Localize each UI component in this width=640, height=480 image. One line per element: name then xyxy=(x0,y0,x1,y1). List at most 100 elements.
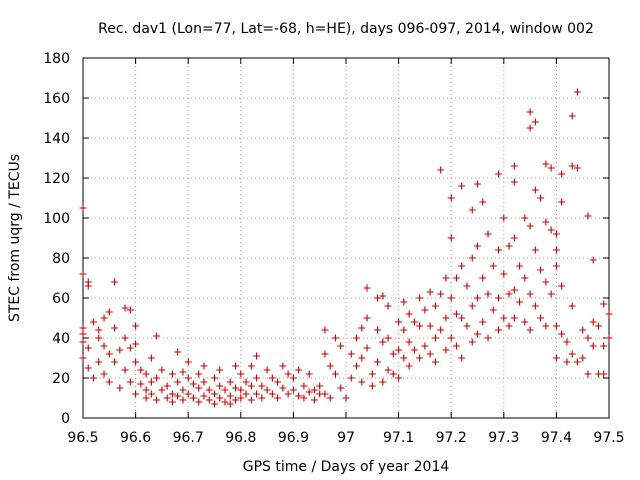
data-point xyxy=(105,378,113,386)
data-point xyxy=(531,302,539,310)
data-point xyxy=(552,230,560,238)
data-point xyxy=(558,330,566,338)
data-point xyxy=(211,390,218,398)
data-point xyxy=(600,342,608,350)
data-point xyxy=(205,396,213,404)
data-point xyxy=(310,396,318,404)
data-point xyxy=(258,394,266,402)
x-tick-label: 96.9 xyxy=(278,430,309,446)
y-tick-label: 180 xyxy=(43,51,70,67)
data-point xyxy=(179,396,187,404)
data-point xyxy=(247,396,255,404)
data-point xyxy=(426,322,434,330)
data-point xyxy=(84,344,92,352)
data-point xyxy=(258,382,266,390)
data-point xyxy=(547,164,555,172)
data-point xyxy=(521,214,529,222)
data-point xyxy=(468,302,476,310)
data-point xyxy=(300,382,308,390)
data-point xyxy=(321,350,329,358)
data-point xyxy=(526,108,534,116)
data-point xyxy=(174,378,182,386)
data-point xyxy=(495,326,503,334)
data-point xyxy=(542,278,550,286)
data-point xyxy=(158,366,166,374)
y-tick-labels: 0 20 40 60 80 100 120 140 160 180 xyxy=(43,51,70,427)
data-point xyxy=(79,204,87,212)
data-points xyxy=(79,88,613,408)
data-point xyxy=(253,374,261,382)
data-point xyxy=(468,254,476,262)
data-point xyxy=(500,270,508,278)
data-point xyxy=(353,334,361,342)
data-point xyxy=(342,394,350,402)
data-point xyxy=(121,366,129,374)
data-point xyxy=(274,378,282,386)
data-point xyxy=(137,366,145,374)
data-point xyxy=(584,334,592,342)
data-point xyxy=(489,262,497,270)
data-point xyxy=(95,358,103,366)
data-point xyxy=(405,338,413,346)
data-point xyxy=(337,384,345,392)
data-point xyxy=(594,322,602,330)
data-point xyxy=(168,370,176,378)
x-tick-label: 97.3 xyxy=(488,430,519,446)
data-point xyxy=(531,246,539,254)
data-point xyxy=(142,370,150,378)
x-tick-label: 96.7 xyxy=(173,430,204,446)
data-point xyxy=(305,388,313,396)
data-point xyxy=(542,322,550,330)
data-point xyxy=(111,278,119,286)
data-point xyxy=(479,318,487,326)
data-point xyxy=(568,162,576,170)
chart-title: Rec. dav1 (Lon=77, Lat=-68, h=HE), days … xyxy=(98,21,594,37)
data-point xyxy=(121,304,129,312)
data-point xyxy=(147,390,155,398)
data-point xyxy=(205,386,213,394)
data-point xyxy=(347,350,355,358)
data-point xyxy=(479,274,487,282)
data-point xyxy=(573,358,581,366)
data-point xyxy=(374,326,382,334)
y-tick-label: 40 xyxy=(52,331,70,347)
data-point xyxy=(226,392,234,400)
data-point xyxy=(500,314,508,322)
data-point xyxy=(137,380,145,388)
y-tick-label: 60 xyxy=(52,291,70,307)
data-point xyxy=(379,292,387,300)
data-point xyxy=(153,374,161,382)
data-point xyxy=(126,306,134,314)
data-point xyxy=(221,386,229,394)
data-point xyxy=(95,326,103,334)
data-point xyxy=(563,358,571,366)
data-point xyxy=(321,390,329,398)
data-point xyxy=(542,160,550,168)
x-tick-label: 97.5 xyxy=(593,430,624,446)
data-point xyxy=(353,362,361,370)
data-point xyxy=(226,400,234,408)
data-point xyxy=(316,382,324,390)
data-point xyxy=(300,394,308,402)
data-point xyxy=(126,378,134,386)
data-point xyxy=(158,386,166,394)
data-point xyxy=(552,262,560,270)
data-point xyxy=(579,354,587,362)
data-point xyxy=(284,390,292,398)
data-point xyxy=(90,318,98,326)
data-point xyxy=(116,384,124,392)
data-point xyxy=(426,288,434,296)
x-tick-label: 97.4 xyxy=(541,430,572,446)
data-point xyxy=(242,378,250,386)
data-point xyxy=(600,370,608,378)
data-point xyxy=(200,392,208,400)
data-point xyxy=(389,370,397,378)
data-point xyxy=(458,354,466,362)
data-point xyxy=(331,334,339,342)
data-point xyxy=(474,330,481,338)
data-point xyxy=(537,314,545,322)
data-point xyxy=(189,380,197,388)
y-axis-label: STEC from uqrg / TECUs xyxy=(7,154,23,322)
data-point xyxy=(384,334,392,342)
data-point xyxy=(384,302,392,310)
